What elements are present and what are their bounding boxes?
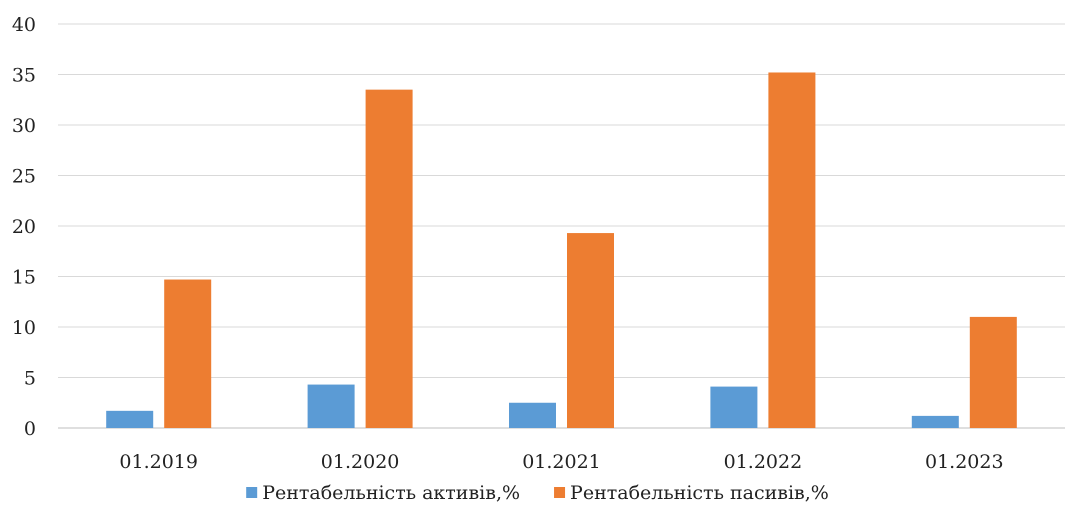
y-tick-label: 5 <box>24 368 36 390</box>
x-tick-label: 01.2019 <box>119 451 198 473</box>
bar-series-1-01.2021 <box>509 402 556 428</box>
bar-series-2-01.2020 <box>365 89 413 429</box>
legend-item-2: Рентабельність пасивів,% <box>554 482 829 504</box>
y-tick-label: 20 <box>12 216 36 238</box>
bar-series-2-01.2019 <box>164 279 212 428</box>
legend-label: Рентабельність активів,% <box>262 482 520 504</box>
legend-swatch <box>554 487 566 498</box>
bar-series-1-01.2022 <box>710 386 758 428</box>
y-tick-label: 35 <box>12 65 36 87</box>
legend: Рентабельність активів,% Рентабельність п… <box>246 482 829 504</box>
bars <box>106 72 1017 429</box>
bar-series-2-01.2021 <box>567 233 614 428</box>
bar-series-1-01.2020 <box>307 384 355 428</box>
bar-series-1-01.2019 <box>106 410 154 428</box>
legend-swatch <box>246 487 258 498</box>
y-tick-label: 0 <box>24 418 36 440</box>
y-tick-label: 30 <box>12 115 36 137</box>
x-tick-label: 01.2022 <box>724 451 803 473</box>
y-tick-label: 10 <box>12 317 36 339</box>
bar-series-2-01.2023 <box>969 316 1017 428</box>
bar-series-1-01.2023 <box>911 415 959 428</box>
y-tick-label: 40 <box>12 14 36 36</box>
x-tick-label: 01.2020 <box>321 451 400 473</box>
legend-item-1: Рентабельність активів,% <box>246 482 520 504</box>
x-axis: 01.2019 01.2020 01.2021 01.2022 01.2023 <box>119 451 1003 473</box>
bar-series-2-01.2022 <box>768 72 816 428</box>
y-tick-label: 25 <box>12 166 36 188</box>
x-tick-label: 01.2021 <box>522 451 601 473</box>
x-tick-label: 01.2023 <box>925 451 1004 473</box>
y-tick-label: 15 <box>12 267 36 289</box>
gridlines <box>58 23 1065 429</box>
y-axis: 0 5 10 15 20 25 30 35 40 <box>12 14 36 440</box>
legend-label: Рентабельність пасивів,% <box>570 482 829 504</box>
